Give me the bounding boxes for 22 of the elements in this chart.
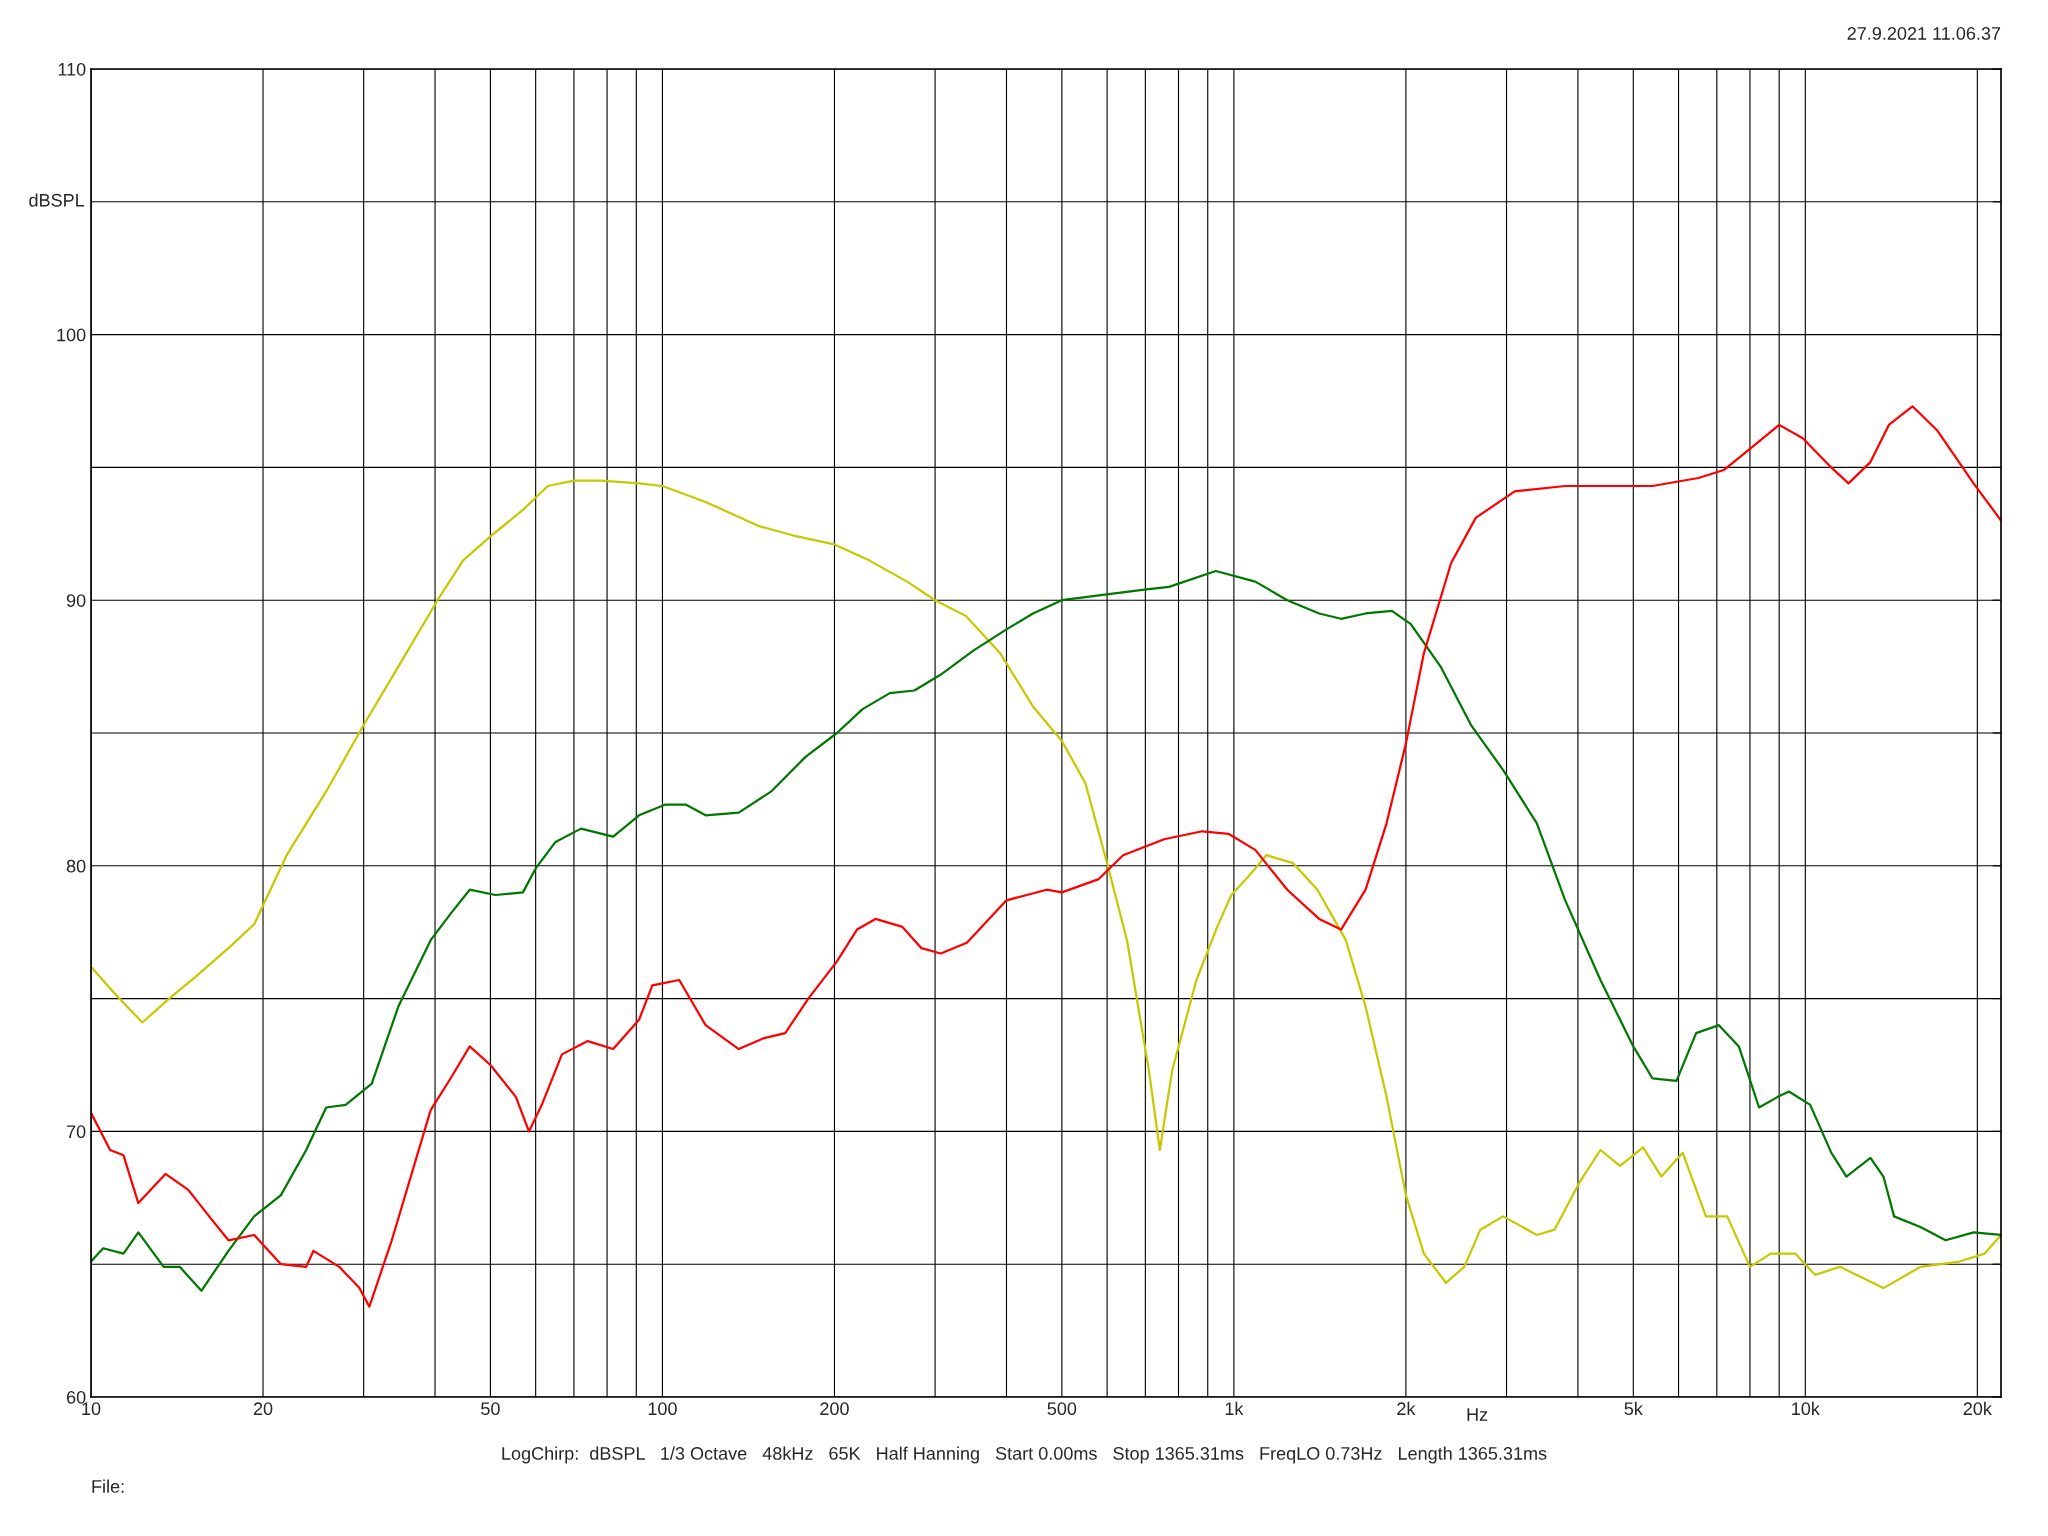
x-tick-label: 20 xyxy=(253,1402,273,1416)
x-tick-label: 100 xyxy=(648,1402,677,1416)
text: 27.9.2021 11.06.37 xyxy=(1847,27,2001,40)
y-tick-label: 70 xyxy=(66,1125,86,1139)
x-tick-label: 2k xyxy=(1397,1401,1416,1415)
text: File: xyxy=(92,1479,124,1493)
x-tick-label: 500 xyxy=(1047,1402,1077,1416)
x-tick-label: 1k xyxy=(1225,1401,1244,1415)
y-tick-label: 60 xyxy=(66,1390,86,1404)
x-tick-label: 50 xyxy=(481,1402,500,1416)
y-axis-title: dBSPL xyxy=(29,193,85,207)
y-tick-label: 80 xyxy=(66,859,86,873)
x-tick-label: 20k xyxy=(1963,1401,1992,1416)
y-tick-label: 110 xyxy=(58,62,86,76)
text: LogChirp: dBSPL 1/3 Octave 48kHz 65K Half Hanning Start 0.00ms Stop 1365.31ms FreqLO 0.73Hz Length 1365.31ms xyxy=(502,1446,1547,1464)
x-tick-label: 200 xyxy=(820,1402,849,1416)
x-axis-title: Hz xyxy=(1467,1408,1488,1421)
x-tick-label: 10 xyxy=(82,1402,101,1416)
x-tick-label: 10k xyxy=(1792,1401,1820,1416)
x-tick-label: 5k xyxy=(1624,1401,1643,1416)
y-tick-label: 90 xyxy=(66,594,86,607)
y-tick-label: 100 xyxy=(57,328,86,342)
